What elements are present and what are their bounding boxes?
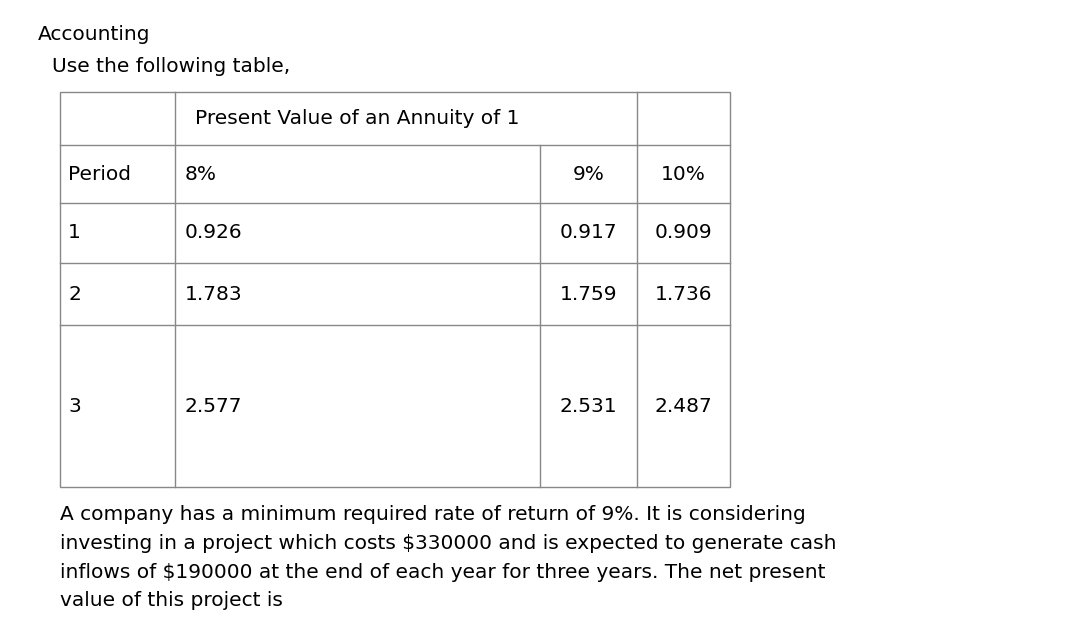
Text: 1: 1	[68, 224, 81, 243]
Text: 1.736: 1.736	[654, 284, 712, 304]
Text: Use the following table,: Use the following table,	[52, 57, 291, 76]
Text: 3: 3	[68, 396, 81, 415]
Text: 2.487: 2.487	[654, 396, 713, 415]
Text: Present Value of an Annuity of 1: Present Value of an Annuity of 1	[195, 109, 519, 128]
Text: 9%: 9%	[572, 164, 605, 184]
Text: 2.531: 2.531	[559, 396, 618, 415]
Text: 2: 2	[68, 284, 81, 304]
Text: 0.909: 0.909	[654, 224, 713, 243]
Text: Period: Period	[68, 164, 131, 184]
Text: 10%: 10%	[661, 164, 706, 184]
Text: 0.926: 0.926	[185, 224, 243, 243]
Text: Accounting: Accounting	[38, 25, 150, 44]
Text: 8%: 8%	[185, 164, 217, 184]
Text: 1.759: 1.759	[559, 284, 618, 304]
Bar	[60, 92, 730, 487]
Text: A company has a minimum required rate of return of 9%. It is considering
investi: A company has a minimum required rate of…	[60, 505, 837, 610]
Text: 1.783: 1.783	[185, 284, 243, 304]
Text: 0.917: 0.917	[559, 224, 618, 243]
Text: 2.577: 2.577	[185, 396, 243, 415]
